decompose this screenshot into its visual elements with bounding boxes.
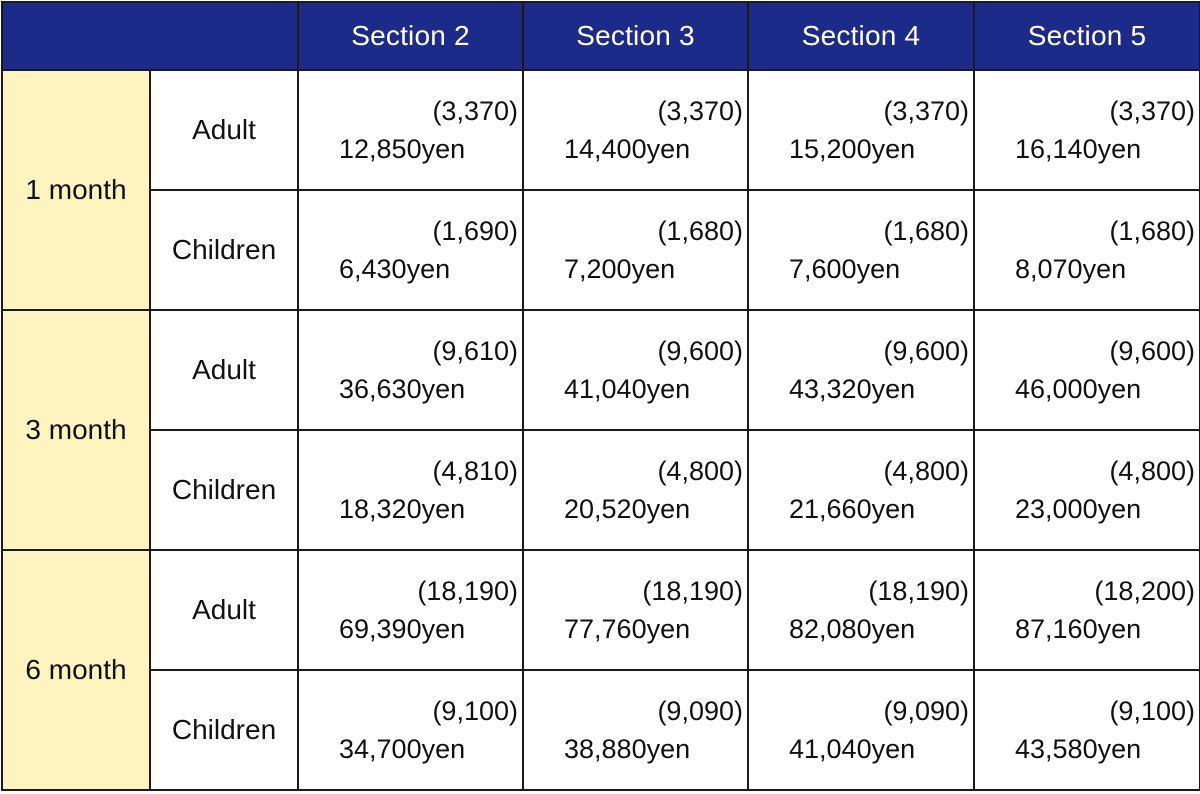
fare-difference: (9,600) (657, 336, 743, 366)
fare-price: 15,200yen (789, 134, 916, 164)
fare-difference: (1,690) (432, 216, 518, 246)
passenger-type-cell: Adult (149, 309, 299, 431)
fare-price: 8,070yen (1015, 254, 1127, 284)
fare-difference: (18,200) (1094, 576, 1195, 606)
fare-price: 69,390yen (339, 614, 466, 644)
fare-difference: (18,190) (417, 576, 518, 606)
fare-cell: (9,090) 41,040yen (747, 669, 975, 791)
fare-difference: (9,090) (883, 696, 969, 726)
fare-cell: (18,190) 69,390yen (297, 549, 524, 671)
fare-cell: (1,680) 8,070yen (973, 189, 1200, 311)
fare-difference: (9,600) (1109, 336, 1195, 366)
fare-price: 46,000yen (1015, 374, 1142, 404)
table-row: Children (1,690) 6,430yen (1,680) 7,200yen… (2, 189, 1200, 311)
fare-price: 18,320yen (339, 494, 466, 524)
fare-difference: (9,610) (432, 336, 518, 366)
fare-difference: (3,370) (1109, 96, 1195, 126)
fare-price: 34,700yen (339, 734, 466, 764)
fare-price: 12,850yen (339, 134, 466, 164)
fare-cell: (1,680) 7,200yen (522, 189, 749, 311)
table-row: 1 month Adult (3,370) 12,850yen (3,370) 14… (1, 69, 1200, 311)
fare-difference: (4,800) (883, 456, 969, 486)
fare-price: 36,630yen (339, 374, 466, 404)
fare-cell: (9,610) 36,630yen (297, 309, 524, 431)
header-corner-cell (1, 1, 299, 71)
fare-cell: (9,100) 43,580yen (973, 669, 1200, 791)
fare-difference: (4,810) (432, 456, 518, 486)
fare-cell: (3,370) 12,850yen (297, 69, 524, 191)
table-row: Children (4,810) 18,320yen (4,800) 20,520y… (2, 429, 1200, 551)
fare-difference: (18,190) (642, 576, 743, 606)
fare-cell: (4,800) 21,660yen (747, 429, 975, 551)
fare-difference: (4,800) (1109, 456, 1195, 486)
fare-price: 7,600yen (789, 254, 901, 284)
fare-difference: (9,090) (657, 696, 743, 726)
fare-difference: (9,600) (883, 336, 969, 366)
fare-cell: (4,810) 18,320yen (297, 429, 524, 551)
fare-cell: (9,600) 46,000yen (973, 309, 1200, 431)
fare-price: 82,080yen (789, 614, 916, 644)
table-row: Children (9,100) 34,700yen (9,090) 38,880y… (2, 669, 1200, 791)
fare-cell: (9,600) 41,040yen (522, 309, 749, 431)
table-body: 1 month Adult (3,370) 12,850yen (3,370) 14… (1, 69, 1200, 791)
fare-cell: (1,690) 6,430yen (297, 189, 524, 311)
fare-cell: (18,190) 82,080yen (747, 549, 975, 671)
table-row: 6 month Adult (18,190) 69,390yen (18,190)… (1, 549, 1200, 791)
fare-price: 14,400yen (564, 134, 691, 164)
header-row: Section 2 Section 3 Section 4 Section 5 (1, 1, 1200, 71)
fare-difference: (9,100) (1109, 696, 1195, 726)
fare-difference: (3,370) (657, 96, 743, 126)
fare-difference: (4,800) (657, 456, 743, 486)
fare-price: 87,160yen (1015, 614, 1142, 644)
passenger-type-cell: Adult (149, 549, 299, 671)
fare-price: 20,520yen (564, 494, 691, 524)
table-header: Section 2 Section 3 Section 4 Section 5 (1, 1, 1200, 71)
header-section-3: Section 3 (522, 1, 749, 71)
fare-difference: (18,190) (868, 576, 969, 606)
fare-difference: (9,100) (432, 696, 518, 726)
fare-cell: (18,200) 87,160yen (973, 549, 1200, 671)
fare-price: 16,140yen (1015, 134, 1142, 164)
fare-price: 38,880yen (564, 734, 691, 764)
fare-price: 23,000yen (1015, 494, 1142, 524)
fare-price: 43,320yen (789, 374, 916, 404)
period-cell-1-month: 1 month (1, 69, 151, 311)
passenger-type-cell: Adult (149, 69, 299, 191)
fare-cell: (3,370) 15,200yen (747, 69, 975, 191)
fare-price: 6,430yen (339, 254, 451, 284)
table-row: 3 month Adult (9,610) 36,630yen (9,600) 41… (1, 309, 1200, 551)
fare-cell: (3,370) 16,140yen (973, 69, 1200, 191)
fare-cell: (9,090) 38,880yen (522, 669, 749, 791)
period-cell-6-month: 6 month (1, 549, 151, 791)
fare-price: 21,660yen (789, 494, 916, 524)
period-cell-3-month: 3 month (1, 309, 151, 551)
fare-cell: (18,190) 77,760yen (522, 549, 749, 671)
fare-cell: (9,600) 43,320yen (747, 309, 975, 431)
fare-price: 7,200yen (564, 254, 676, 284)
passenger-type-cell: Children (149, 669, 299, 791)
fare-cell: (9,100) 34,700yen (297, 669, 524, 791)
fare-difference: (3,370) (883, 96, 969, 126)
fare-price: 77,760yen (564, 614, 691, 644)
fare-cell: (3,370) 14,400yen (522, 69, 749, 191)
fare-cell: (1,680) 7,600yen (747, 189, 975, 311)
fare-difference: (3,370) (432, 96, 518, 126)
header-section-4: Section 4 (747, 1, 975, 71)
header-section-2: Section 2 (297, 1, 524, 71)
fare-price: 41,040yen (789, 734, 916, 764)
fare-difference: (1,680) (883, 216, 969, 246)
fare-price: 41,040yen (564, 374, 691, 404)
passenger-type-cell: Children (149, 429, 299, 551)
header-section-5: Section 5 (973, 1, 1200, 71)
fare-difference: (1,680) (1109, 216, 1195, 246)
fare-difference: (1,680) (657, 216, 743, 246)
passenger-type-cell: Children (149, 189, 299, 311)
fare-cell: (4,800) 20,520yen (522, 429, 749, 551)
fare-price: 43,580yen (1015, 734, 1142, 764)
fare-cell: (4,800) 23,000yen (973, 429, 1200, 551)
